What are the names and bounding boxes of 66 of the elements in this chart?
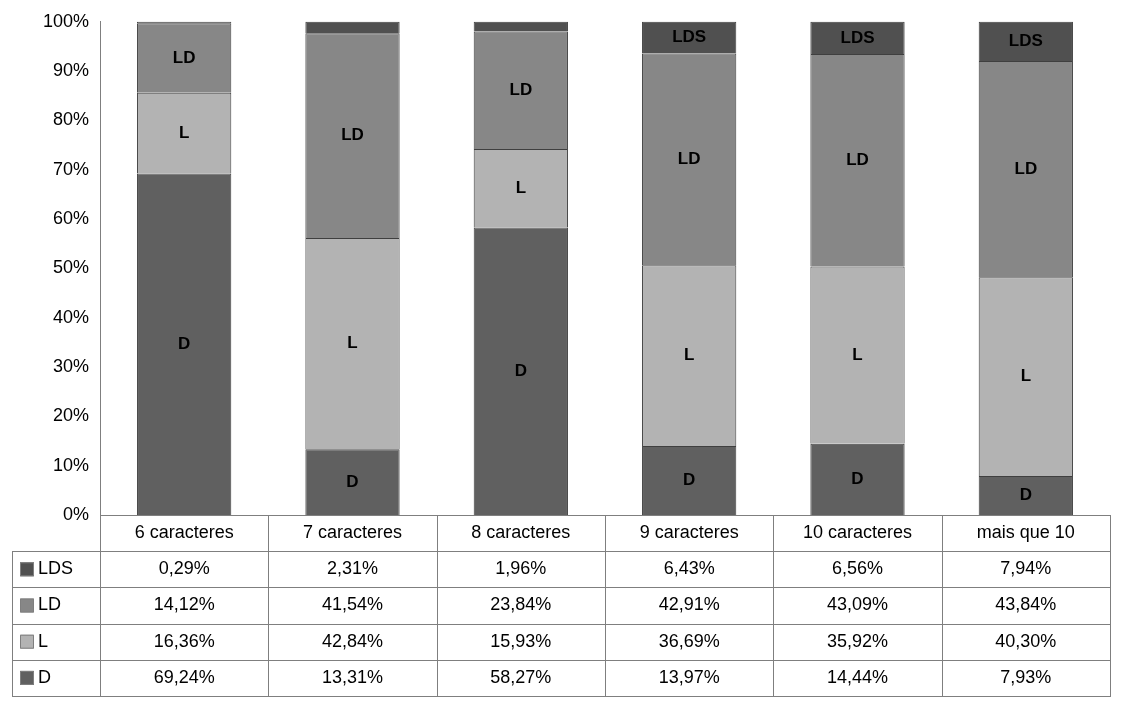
text: L [852,344,863,364]
data-label: 35,92% [826,630,889,651]
data-label: 6,43% [663,558,715,579]
legend-label: D [38,666,51,687]
legend-label: LD [38,594,62,615]
data-label: 0,29% [158,558,210,579]
x-tick-label: 7 caracteres [302,522,403,543]
data-label: 42,84% [321,630,384,651]
text: LD [341,125,364,145]
text: D [514,360,527,380]
text: LDS [1008,31,1043,51]
data-label: 14,12% [153,594,215,615]
data-label: 41,54% [321,594,384,615]
y-tick-label: 20% [52,405,89,426]
text: D [346,471,359,491]
text: D [851,469,864,489]
y-tick-label: 10% [52,454,89,475]
data-label: 15,93% [490,630,552,651]
data-label: 43,09% [826,594,889,615]
text: L [1020,366,1032,386]
x-tick-label: mais que 10 [976,522,1075,543]
x-tick-label: 10 caracteres [802,522,913,543]
data-label: 1,96% [495,558,547,579]
text: LD [677,149,701,169]
data-label: 23,84% [490,594,552,615]
data-label: 40,30% [995,630,1057,651]
data-label: 6,56% [831,558,884,579]
text: L [347,333,358,353]
legend-label: L [38,630,49,651]
text: LD [509,79,533,99]
x-tick-label: 6 caracteres [134,522,234,543]
data-label: 42,91% [658,594,720,615]
data-label: 2,31% [326,558,379,579]
y-tick-label: 0% [62,503,89,524]
y-tick-label: 70% [52,158,89,179]
x-tick-label: 8 caracteres [471,522,571,543]
data-label: 36,69% [658,630,720,651]
text: LD [1014,158,1038,178]
y-tick-label: 30% [52,356,89,377]
text: D [178,333,191,353]
text: L [515,178,527,198]
text: LD [172,47,196,67]
y-tick-label: 50% [52,257,89,278]
legend-label: LDS [38,558,74,579]
data-label: 7,94% [1000,558,1052,579]
y-tick-label: 40% [52,306,89,327]
data-label: 16,36% [153,630,215,651]
y-tick-label: 90% [52,60,89,81]
text: D [1019,485,1032,505]
text: LDS [840,27,875,47]
data-label: 14,44% [826,666,889,687]
data-label: 69,24% [153,666,215,687]
y-tick-label: 60% [52,208,89,229]
text: L [683,345,695,365]
text: L [178,122,190,142]
text: LD [846,150,869,170]
text: LDS [672,27,707,47]
y-tick-label: 80% [52,109,89,130]
y-tick-label: 100% [42,10,89,31]
data-label: 13,31% [321,666,384,687]
data-label: 13,97% [658,666,720,687]
data-label: 7,93% [1000,666,1052,687]
data-label: 58,27% [490,666,552,687]
data-label: 43,84% [995,594,1057,615]
x-tick-label: 9 caracteres [639,522,739,543]
text: D [683,470,696,490]
